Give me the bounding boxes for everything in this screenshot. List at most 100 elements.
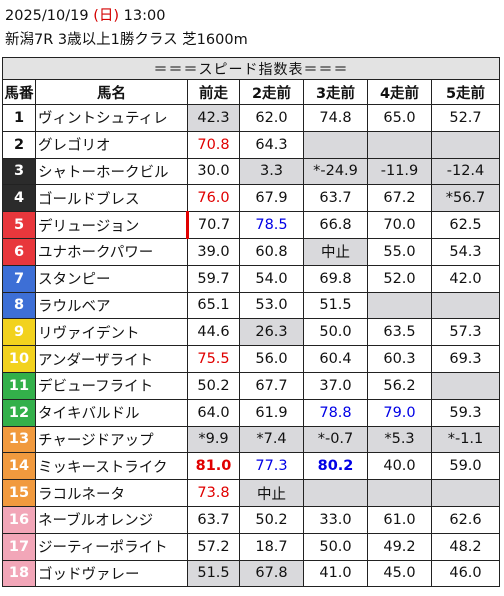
speed-index-cell: *9.9 [187,425,240,454]
speed-index-cell: 55.0 [367,237,432,266]
horse-name: タイキバルドル [35,398,188,427]
speed-index-cell: 69.8 [303,264,368,293]
horse-name: ゴールドブレス [35,184,188,213]
horse-name: シャトーホークビル [35,157,188,186]
speed-index-cell: 64.3 [239,130,304,159]
speed-index-cell: 52.0 [367,264,432,293]
col-header-2nd: 2走前 [239,79,304,105]
speed-index-cell: -11.9 [367,157,432,186]
speed-index-cell: 63.7 [303,184,368,213]
speed-index-cell: 61.9 [239,398,304,427]
speed-index-cell: 45.0 [367,559,432,588]
table-row: 14 ミッキーストライク 81.0 77.3 80.2 40.0 59.0 [2,452,500,481]
speed-index-cell: 42.3 [187,104,240,132]
speed-index-cell: -12.4 [431,157,500,186]
speed-index-cell: 50.0 [303,532,368,561]
speed-index-cell: 59.3 [431,398,500,427]
speed-index-cell: 65.0 [367,104,432,132]
table-row: 4 ゴールドブレス 76.0 67.9 63.7 67.2 *56.7 [2,184,500,213]
speed-index-cell: 59.7 [187,264,240,293]
speed-index-cell: 67.8 [239,559,304,588]
speed-index-cell: 67.7 [239,371,304,400]
horse-number: 17 [2,532,36,561]
horse-number: 14 [2,452,36,481]
speed-index-cell: 69.3 [431,345,500,373]
table-row: 2 グレゴリオ 70.8 64.3 [2,130,500,159]
col-header-4th: 4走前 [367,79,432,105]
speed-index-cell: 60.3 [367,345,432,373]
speed-index-cell: 33.0 [303,505,368,534]
speed-index-cell: 18.7 [239,532,304,561]
speed-index-cell: 62.0 [239,104,304,132]
speed-index-cell: 74.8 [303,104,368,132]
col-header-last: 前走 [187,79,240,105]
speed-index-cell: 79.0 [367,398,432,427]
horse-number: 6 [2,237,36,266]
horse-number: 12 [2,398,36,427]
speed-index-cell: *56.7 [431,184,500,213]
speed-index-cell: 75.5 [187,345,240,373]
speed-index-cell: 26.3 [239,318,304,347]
speed-index-cell: 中止 [239,479,304,507]
day-open: ( [93,8,99,24]
speed-index-cell: *5.3 [367,425,432,454]
speed-index-cell: 77.3 [239,452,304,481]
speed-index-cell [367,479,432,507]
horse-number: 2 [2,130,36,159]
horse-name: リヴァイデント [35,318,188,347]
horse-number: 8 [2,291,36,320]
speed-index-cell: 46.0 [431,559,500,588]
horse-name: チャージドアップ [35,425,188,454]
speed-index-cell: 57.2 [187,532,240,561]
speed-index-cell: 3.3 [239,157,304,186]
speed-index-cell: 54.3 [431,237,500,266]
horse-number: 10 [2,345,36,373]
speed-index-cell: 49.2 [367,532,432,561]
speed-index-cell: 81.0 [187,452,240,481]
horse-number: 5 [2,211,36,239]
speed-index-cell: 67.2 [367,184,432,213]
speed-index-cell: *-0.7 [303,425,368,454]
speed-index-cell: 39.0 [187,237,240,266]
speed-index-cell: 76.0 [187,184,240,213]
speed-index-cell: 37.0 [303,371,368,400]
speed-index-cell: *-1.1 [431,425,500,454]
table-row: 7 スタンピー 59.7 54.0 69.8 52.0 42.0 [2,264,500,293]
horse-name: デビューフライト [35,371,188,400]
horse-number: 4 [2,184,36,213]
speed-index-cell [431,291,500,320]
speed-index-cell: 66.8 [303,211,368,239]
speed-index-cell [303,479,368,507]
horse-name: ラコルネータ [35,479,188,507]
horse-number: 16 [2,505,36,534]
horse-number: 3 [2,157,36,186]
race-day: 日 [98,8,114,24]
speed-index-cell: 80.2 [303,452,368,481]
table-row: 18 ゴッドヴァレー 51.5 67.8 41.0 45.0 46.0 [2,559,500,588]
speed-index-cell: 50.2 [239,505,304,534]
col-header-num: 馬番 [2,79,36,105]
speed-index-cell: 59.0 [431,452,500,481]
table-row: 9 リヴァイデント 44.6 26.3 50.0 63.5 57.3 [2,318,500,347]
speed-index-cell: 30.0 [187,157,240,186]
col-header-5th: 5走前 [431,79,500,105]
horse-name: ラウルベア [35,291,188,320]
speed-index-cell: 62.5 [431,211,500,239]
table-row: 17 ジーティーポライト 57.2 18.7 50.0 49.2 48.2 [2,532,500,561]
col-header-3rd: 3走前 [303,79,368,105]
horse-name: ヴィントシュティレ [35,104,188,132]
table-row: 15 ラコルネータ 73.8 中止 [2,479,500,507]
horse-name: ジーティーポライト [35,532,188,561]
horse-number: 18 [2,559,36,588]
speed-index-cell: *7.4 [239,425,304,454]
speed-index-cell: 52.7 [431,104,500,132]
horse-name: グレゴリオ [35,130,188,159]
speed-index-cell: 78.5 [239,211,304,239]
table-title: ＝＝＝スピード指数表＝＝＝ [2,57,500,80]
race-title: 新潟7R 3歳以上1勝クラス 芝1600m [5,32,248,48]
speed-index-cell: *-24.9 [303,157,368,186]
speed-index-cell: 51.5 [187,559,240,588]
table-row: 8 ラウルベア 65.1 53.0 51.5 [2,291,500,320]
speed-index-cell: 61.0 [367,505,432,534]
speed-index-cell [431,371,500,400]
